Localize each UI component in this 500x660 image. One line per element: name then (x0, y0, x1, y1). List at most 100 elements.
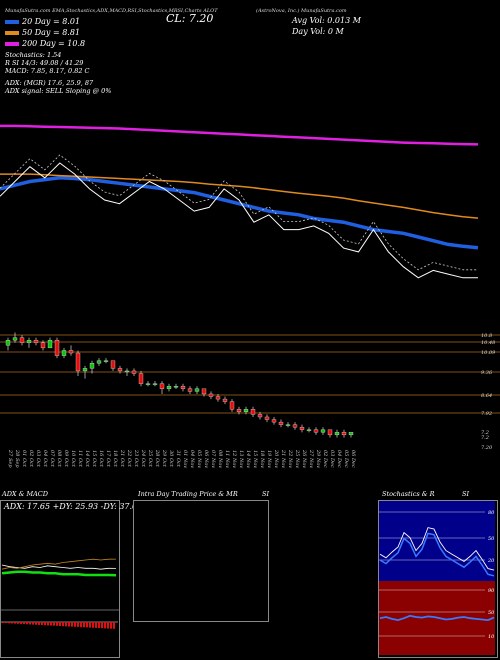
date-label: 04 Nov (189, 450, 195, 468)
ema-line-1 (0, 173, 479, 219)
candle-body (12, 337, 18, 341)
stochastics-readout: Stochastics: 1.54 (5, 51, 62, 59)
rsi-tick: 50 (488, 610, 495, 616)
date-label: 17 Oct (105, 450, 111, 468)
macd-readout: MACD: 7.85, 8.17, 0.82 C (5, 67, 90, 75)
date-label: 18 Nov (259, 450, 265, 468)
date-label: 04 Dec (336, 450, 342, 468)
legend-ema50: 50 Day = 8.81 (5, 28, 80, 37)
stoch-tick: 80 (488, 510, 495, 516)
legend-ema200-label: 200 Day = 10.8 (22, 39, 86, 48)
candle-body (250, 409, 256, 415)
candle-body (117, 368, 123, 372)
legend-ema20: 20 Day = 8.01 (5, 17, 80, 26)
macd-bar (47, 622, 49, 626)
stoch-panel-subtitle: SI (462, 490, 470, 498)
rsi-tick: 90 (488, 588, 495, 594)
macd-bar (29, 622, 31, 625)
ema200-swatch (5, 42, 19, 46)
level-label: 10.09 (481, 350, 496, 356)
level-label: 7.2 (481, 430, 489, 436)
date-label: 02 Dec (322, 450, 328, 468)
date-label: 05 Nov (196, 450, 202, 468)
level-label: 8.64 (481, 393, 492, 399)
macd-bar (26, 622, 28, 625)
macd-bar (110, 622, 112, 629)
macd-bar (8, 622, 10, 624)
level-label: 10.8 (481, 333, 492, 339)
macd-bar (59, 622, 61, 626)
adx-readout: ADX: (MGR) 17.6, 25.9, 87 (5, 79, 94, 87)
candle-body (180, 386, 186, 389)
candle-body (103, 360, 109, 362)
date-label: 28 Oct (154, 449, 160, 468)
adx-signal: ADX signal: SELL Sloping @ 0% (5, 87, 112, 95)
candle-body (229, 401, 235, 410)
candle-body (243, 409, 249, 413)
level-label: 7.2 (481, 435, 489, 441)
macd-bar (14, 622, 16, 624)
day-volume: Day Vol: 0 M (292, 27, 344, 36)
date-label: 07 Nov (210, 450, 216, 468)
legend-ema20-label: 20 Day = 8.01 (22, 17, 81, 26)
candle-body (264, 416, 270, 420)
candle-body (82, 368, 88, 372)
candle-body (131, 370, 137, 374)
candle-body (320, 429, 326, 433)
candle-body (201, 388, 207, 395)
adx-panel-title: ADX & MACD (2, 490, 48, 498)
date-label: 06 Nov (203, 450, 209, 468)
macd-bar (101, 622, 103, 629)
candle-body (173, 386, 179, 388)
ema-line-2 (0, 124, 479, 146)
level-label: 7.20 (481, 445, 493, 451)
date-label: 07 Oct (49, 450, 55, 468)
date-label: 27 Sep (7, 449, 13, 468)
date-label: 24 Oct (140, 449, 146, 468)
date-label: 27 Nov (308, 449, 314, 468)
date-label: 22 Nov (287, 449, 293, 468)
candle-body (138, 373, 144, 384)
candle-body (306, 429, 312, 431)
candle-body (5, 340, 11, 346)
close-price: CL: 7.20 (166, 12, 214, 25)
company-title: (AstroNova, Inc.) MunafaSutra.com (256, 8, 347, 14)
rsi-tick: 10 (488, 634, 495, 640)
date-label: 08 Nov (217, 450, 223, 468)
date-label: 02 Oct (28, 450, 34, 468)
stoch-k-line (379, 532, 495, 577)
ema-line-3 (0, 162, 478, 279)
date-label: 01 Oct (21, 450, 27, 468)
ema-chart (0, 124, 479, 279)
candle-body (222, 398, 228, 402)
candlestick-chart: 10.810.48 10.09 9.36 8.64 7.92 7.27.2 7.20 27 S… (0, 332, 500, 468)
price-dotted-line (0, 154, 478, 271)
macd-bar (80, 622, 82, 628)
candle-body (47, 340, 53, 349)
candle-body (236, 409, 242, 413)
macd-bar (5, 622, 7, 624)
date-label: 30 Oct (168, 450, 174, 468)
level-label: 9.36 (481, 370, 493, 376)
date-label: 05 Dec (343, 450, 349, 468)
candle-body (61, 350, 67, 356)
intraday-panel-subtitle: SI (262, 490, 270, 498)
date-label: 15 Oct (91, 450, 97, 468)
rsi-readout: R SI 14/3: 49.08 / 41.29 (5, 59, 84, 67)
intraday-panel (133, 500, 269, 622)
macd-bar (113, 622, 115, 629)
macd-bar (2, 622, 4, 623)
macd-bar (41, 622, 43, 626)
macd-bar (89, 622, 91, 628)
candle-body (271, 419, 277, 423)
macd-bar (68, 622, 70, 627)
macd-bar (95, 622, 97, 628)
date-label: 10 Oct (70, 450, 76, 468)
macd-bar (77, 622, 79, 627)
date-label: 13 Nov (238, 450, 244, 468)
date-label: 23 Oct (133, 449, 139, 468)
date-label: 28 Sep (14, 449, 20, 468)
stoch-panel-title: Stochastics & R (382, 490, 435, 498)
date-label: 26 Nov (301, 449, 307, 468)
date-label: 19 Nov (266, 450, 272, 468)
